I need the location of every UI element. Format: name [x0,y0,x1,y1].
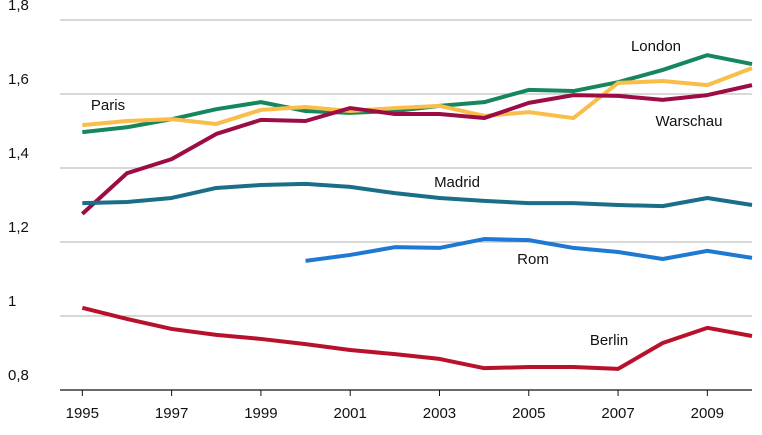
y-tick-label: 1,4 [8,145,29,162]
series-line [81,305,753,371]
y-tick-label: 1 [8,293,16,310]
y-tick-label: 1,2 [8,219,29,236]
series-label: Paris [91,97,125,114]
series-line [82,66,753,128]
series-label: Madrid [434,174,480,191]
x-tick-label: 1999 [244,405,277,422]
series-line [80,83,753,216]
x-tick-label: 2001 [334,405,367,422]
x-tick-label: 1995 [66,405,99,422]
y-tick-label: 1,6 [8,71,29,88]
x-tick-label: 2007 [601,405,634,422]
series-label: Rom [517,251,549,268]
y-tick-label: 1,8 [8,0,29,14]
series-label: Warschau [656,113,723,130]
series-line [82,181,753,209]
series-line [305,237,753,263]
y-tick-label: 0,8 [8,367,29,384]
series-label: London [631,38,681,55]
x-tick-label: 2003 [423,405,456,422]
x-tick-label: 1997 [155,405,188,422]
x-tick-label: 2009 [691,405,724,422]
series-label: Berlin [590,332,628,349]
x-tick-label: 2005 [512,405,545,422]
